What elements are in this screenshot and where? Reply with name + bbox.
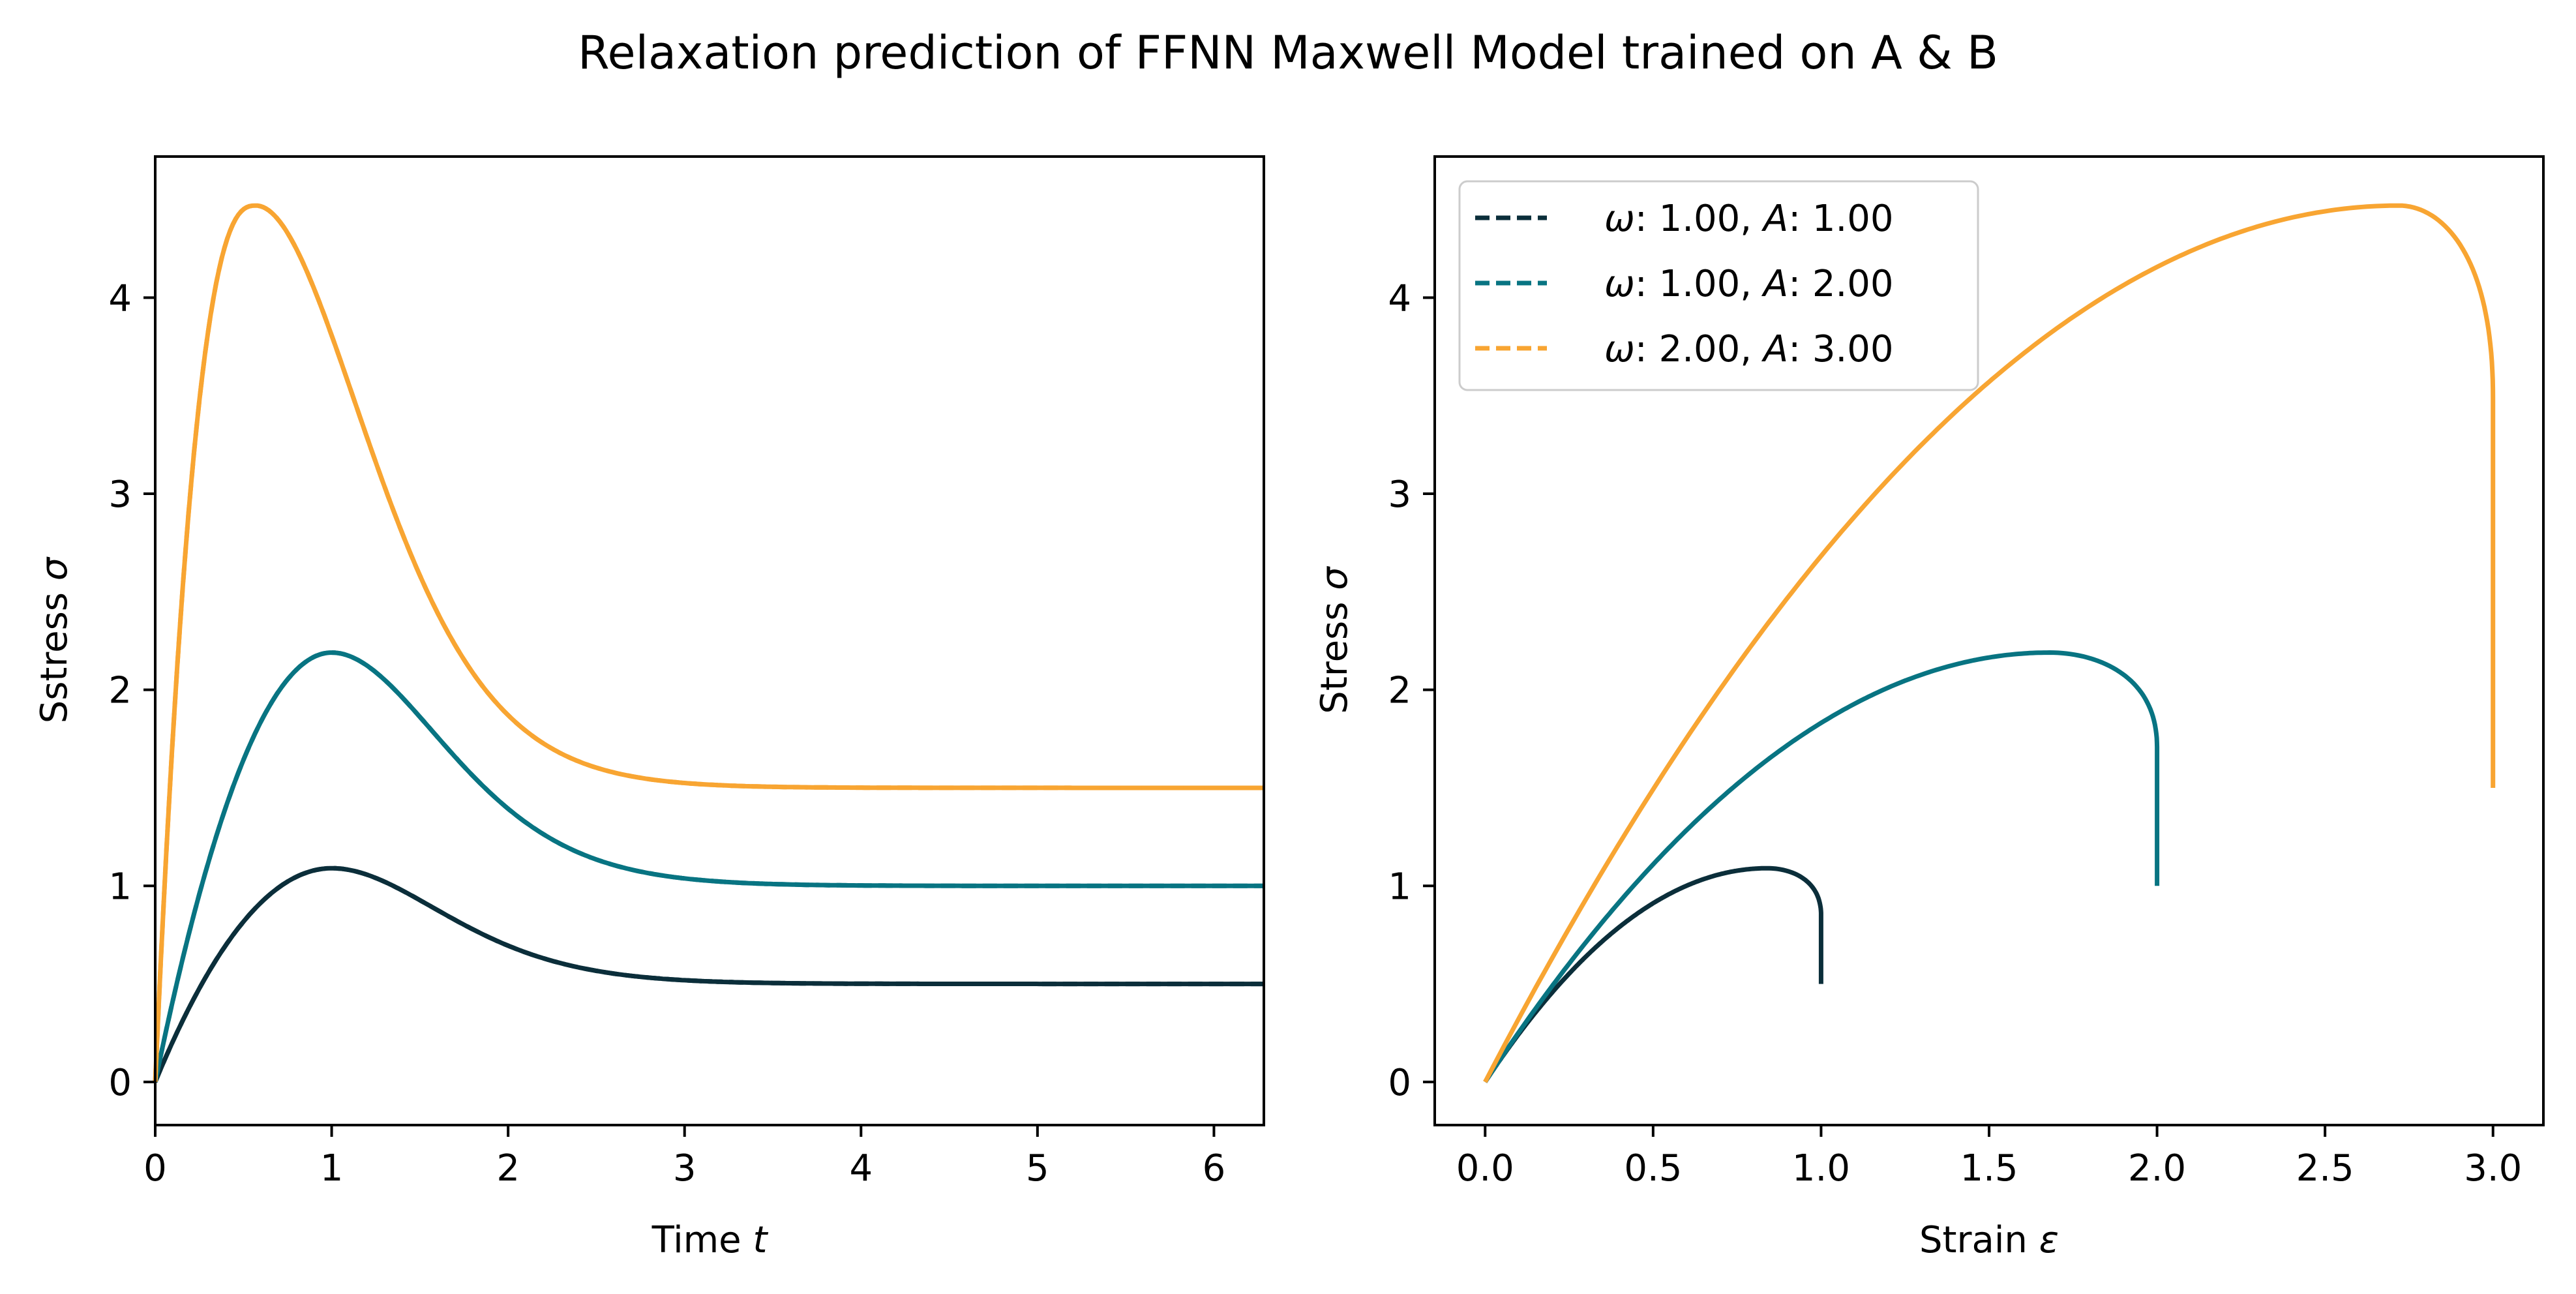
- legend-omega-value: : 2.00,: [1635, 328, 1763, 370]
- right-x-tick-label: 2.5: [2296, 1147, 2354, 1190]
- right-y-tick-label: 3: [1388, 474, 1411, 516]
- left-x-ticks: 0 1 2 3 4 5 6: [143, 1125, 1225, 1190]
- left-y-ticks: 0 1 2 3 4: [108, 277, 155, 1104]
- legend-label: ω: 1.00, A: 2.00: [1604, 263, 1894, 305]
- right-x-tick-label: 2.0: [2128, 1147, 2186, 1190]
- right-x-ticks: 0.0 0.5 1.0 1.5 2.0 2.5 3.0: [1456, 1125, 2522, 1190]
- relaxation-series-line: [153, 203, 1264, 1083]
- right-y-tick-label: 4: [1388, 277, 1411, 320]
- left-x-axis-symbol: t: [753, 1219, 768, 1261]
- legend-amp-symbol: A: [1761, 198, 1788, 240]
- left-y-tick-label: 4: [108, 277, 132, 320]
- stress-strain-panel: 0.0 0.5 1.0 1.5 2.0 2.5 3.0 0 1 2 3 4 Strain ε Str…: [1313, 155, 2545, 1261]
- left-y-axis-label: Sstress σ: [33, 556, 76, 723]
- stress-strain-series-line: [1483, 865, 1823, 1083]
- legend-label: ω: 1.00, A: 1.00: [1604, 198, 1894, 240]
- left-x-tick-label: 6: [1203, 1147, 1226, 1190]
- left-y-tick-label: 0: [108, 1062, 132, 1104]
- right-y-axis-label-text: Stress: [1313, 602, 1356, 714]
- right-x-tick-label: 1.0: [1792, 1147, 1850, 1190]
- legend-omega-symbol: ω: [1604, 263, 1635, 305]
- left-axes-frame: [154, 155, 1265, 1126]
- right-x-tick-label: 0.0: [1456, 1147, 1514, 1190]
- legend-entry: ω: 2.00, A: 3.00: [1475, 328, 1894, 370]
- legend-omega-value: : 1.00,: [1635, 198, 1763, 240]
- right-x-axis-label: Strain ε: [1919, 1219, 2059, 1261]
- left-y-axis-symbol: σ: [33, 556, 76, 580]
- left-y-axis-label-text: Sstress: [33, 592, 76, 723]
- right-x-tick-label: 3.0: [2464, 1147, 2522, 1190]
- left-x-tick-label: 3: [673, 1147, 696, 1190]
- relaxation-series-line: [153, 650, 1264, 1083]
- right-x-axis-symbol: ε: [2039, 1219, 2059, 1261]
- strain-series-layer: [1483, 203, 2496, 1083]
- right-y-tick-label: 1: [1388, 865, 1411, 908]
- legend-box: [1458, 180, 1979, 391]
- left-x-tick-label: 5: [1026, 1147, 1049, 1190]
- legend-omega-value: : 1.00,: [1635, 263, 1763, 305]
- legend-omega-symbol: ω: [1604, 198, 1635, 240]
- left-y-tick-label: 2: [108, 670, 132, 712]
- legend-omega-symbol: ω: [1604, 328, 1635, 370]
- stress-strain-series-line: [1483, 650, 2160, 1083]
- legend: ω: 1.00, A: 1.00 ω: 1.00, A: 2.00 ω: 2.0…: [1458, 180, 1979, 391]
- stress-strain-series-line: [1483, 203, 2496, 1083]
- relaxation-series-line: [153, 865, 1264, 1083]
- left-x-axis-label-text: Time: [651, 1219, 741, 1261]
- legend-amp-value: : 1.00: [1788, 198, 1893, 240]
- relaxation-series-line: [153, 203, 1264, 1083]
- left-x-tick-label: 0: [143, 1147, 167, 1190]
- left-y-tick-label: 3: [108, 474, 132, 516]
- legend-label: ω: 2.00, A: 3.00: [1604, 328, 1894, 370]
- right-y-axis-symbol: σ: [1313, 566, 1356, 590]
- left-x-tick-label: 2: [496, 1147, 520, 1190]
- right-x-tick-label: 1.5: [1960, 1147, 2018, 1190]
- left-x-axis-label: Time t: [651, 1219, 769, 1261]
- right-y-ticks: 0 1 2 3 4: [1388, 277, 1435, 1104]
- right-y-tick-label: 0: [1388, 1062, 1411, 1104]
- legend-entry: ω: 1.00, A: 2.00: [1475, 263, 1894, 305]
- legend-amp-symbol: A: [1761, 328, 1788, 370]
- figure-title: Relaxation prediction of FFNN Maxwell Mo…: [578, 26, 1998, 80]
- legend-amp-value: : 3.00: [1788, 328, 1893, 370]
- relaxation-time-panel: 0 1 2 3 4 5 6 0 1 2 3 4 Time t Sstress σ: [33, 155, 1265, 1261]
- left-x-tick-label: 1: [320, 1147, 344, 1190]
- legend-amp-symbol: A: [1761, 263, 1788, 305]
- time-series-layer: [153, 203, 1264, 1083]
- legend-entry: ω: 1.00, A: 1.00: [1475, 198, 1894, 240]
- legend-amp-value: : 2.00: [1788, 263, 1893, 305]
- left-y-tick-label: 1: [108, 865, 132, 908]
- right-y-tick-label: 2: [1388, 670, 1411, 712]
- left-x-tick-label: 4: [849, 1147, 873, 1190]
- right-x-axis-label-text: Strain: [1919, 1219, 2028, 1261]
- relaxation-series-line: [153, 865, 1264, 1083]
- right-y-axis-label: Stress σ: [1313, 566, 1356, 714]
- right-x-tick-label: 0.5: [1624, 1147, 1682, 1190]
